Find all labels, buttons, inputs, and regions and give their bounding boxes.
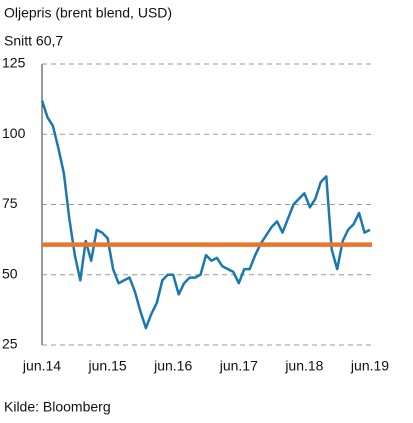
x-tick-label: jun.17 [219, 358, 258, 374]
y-tick-label: 50 [2, 265, 18, 281]
y-tick-label: 100 [2, 125, 26, 141]
x-tick-label: jun.16 [153, 358, 192, 374]
x-tick-label: jun.15 [88, 358, 127, 374]
chart-subtitle: Snitt 60,7 [4, 33, 63, 49]
x-tick-label: jun.14 [22, 358, 61, 374]
y-tick-label: 125 [2, 55, 26, 71]
source: Kilde: Bloomberg [4, 399, 111, 415]
x-tick-label: jun.19 [350, 358, 389, 374]
price-line [40, 100, 371, 330]
x-tick-label: jun.18 [284, 358, 323, 374]
y-tick-label: 75 [2, 195, 18, 211]
chart-title: Oljepris (brent blend, USD) [4, 5, 172, 21]
y-tick-label: 25 [2, 336, 18, 352]
